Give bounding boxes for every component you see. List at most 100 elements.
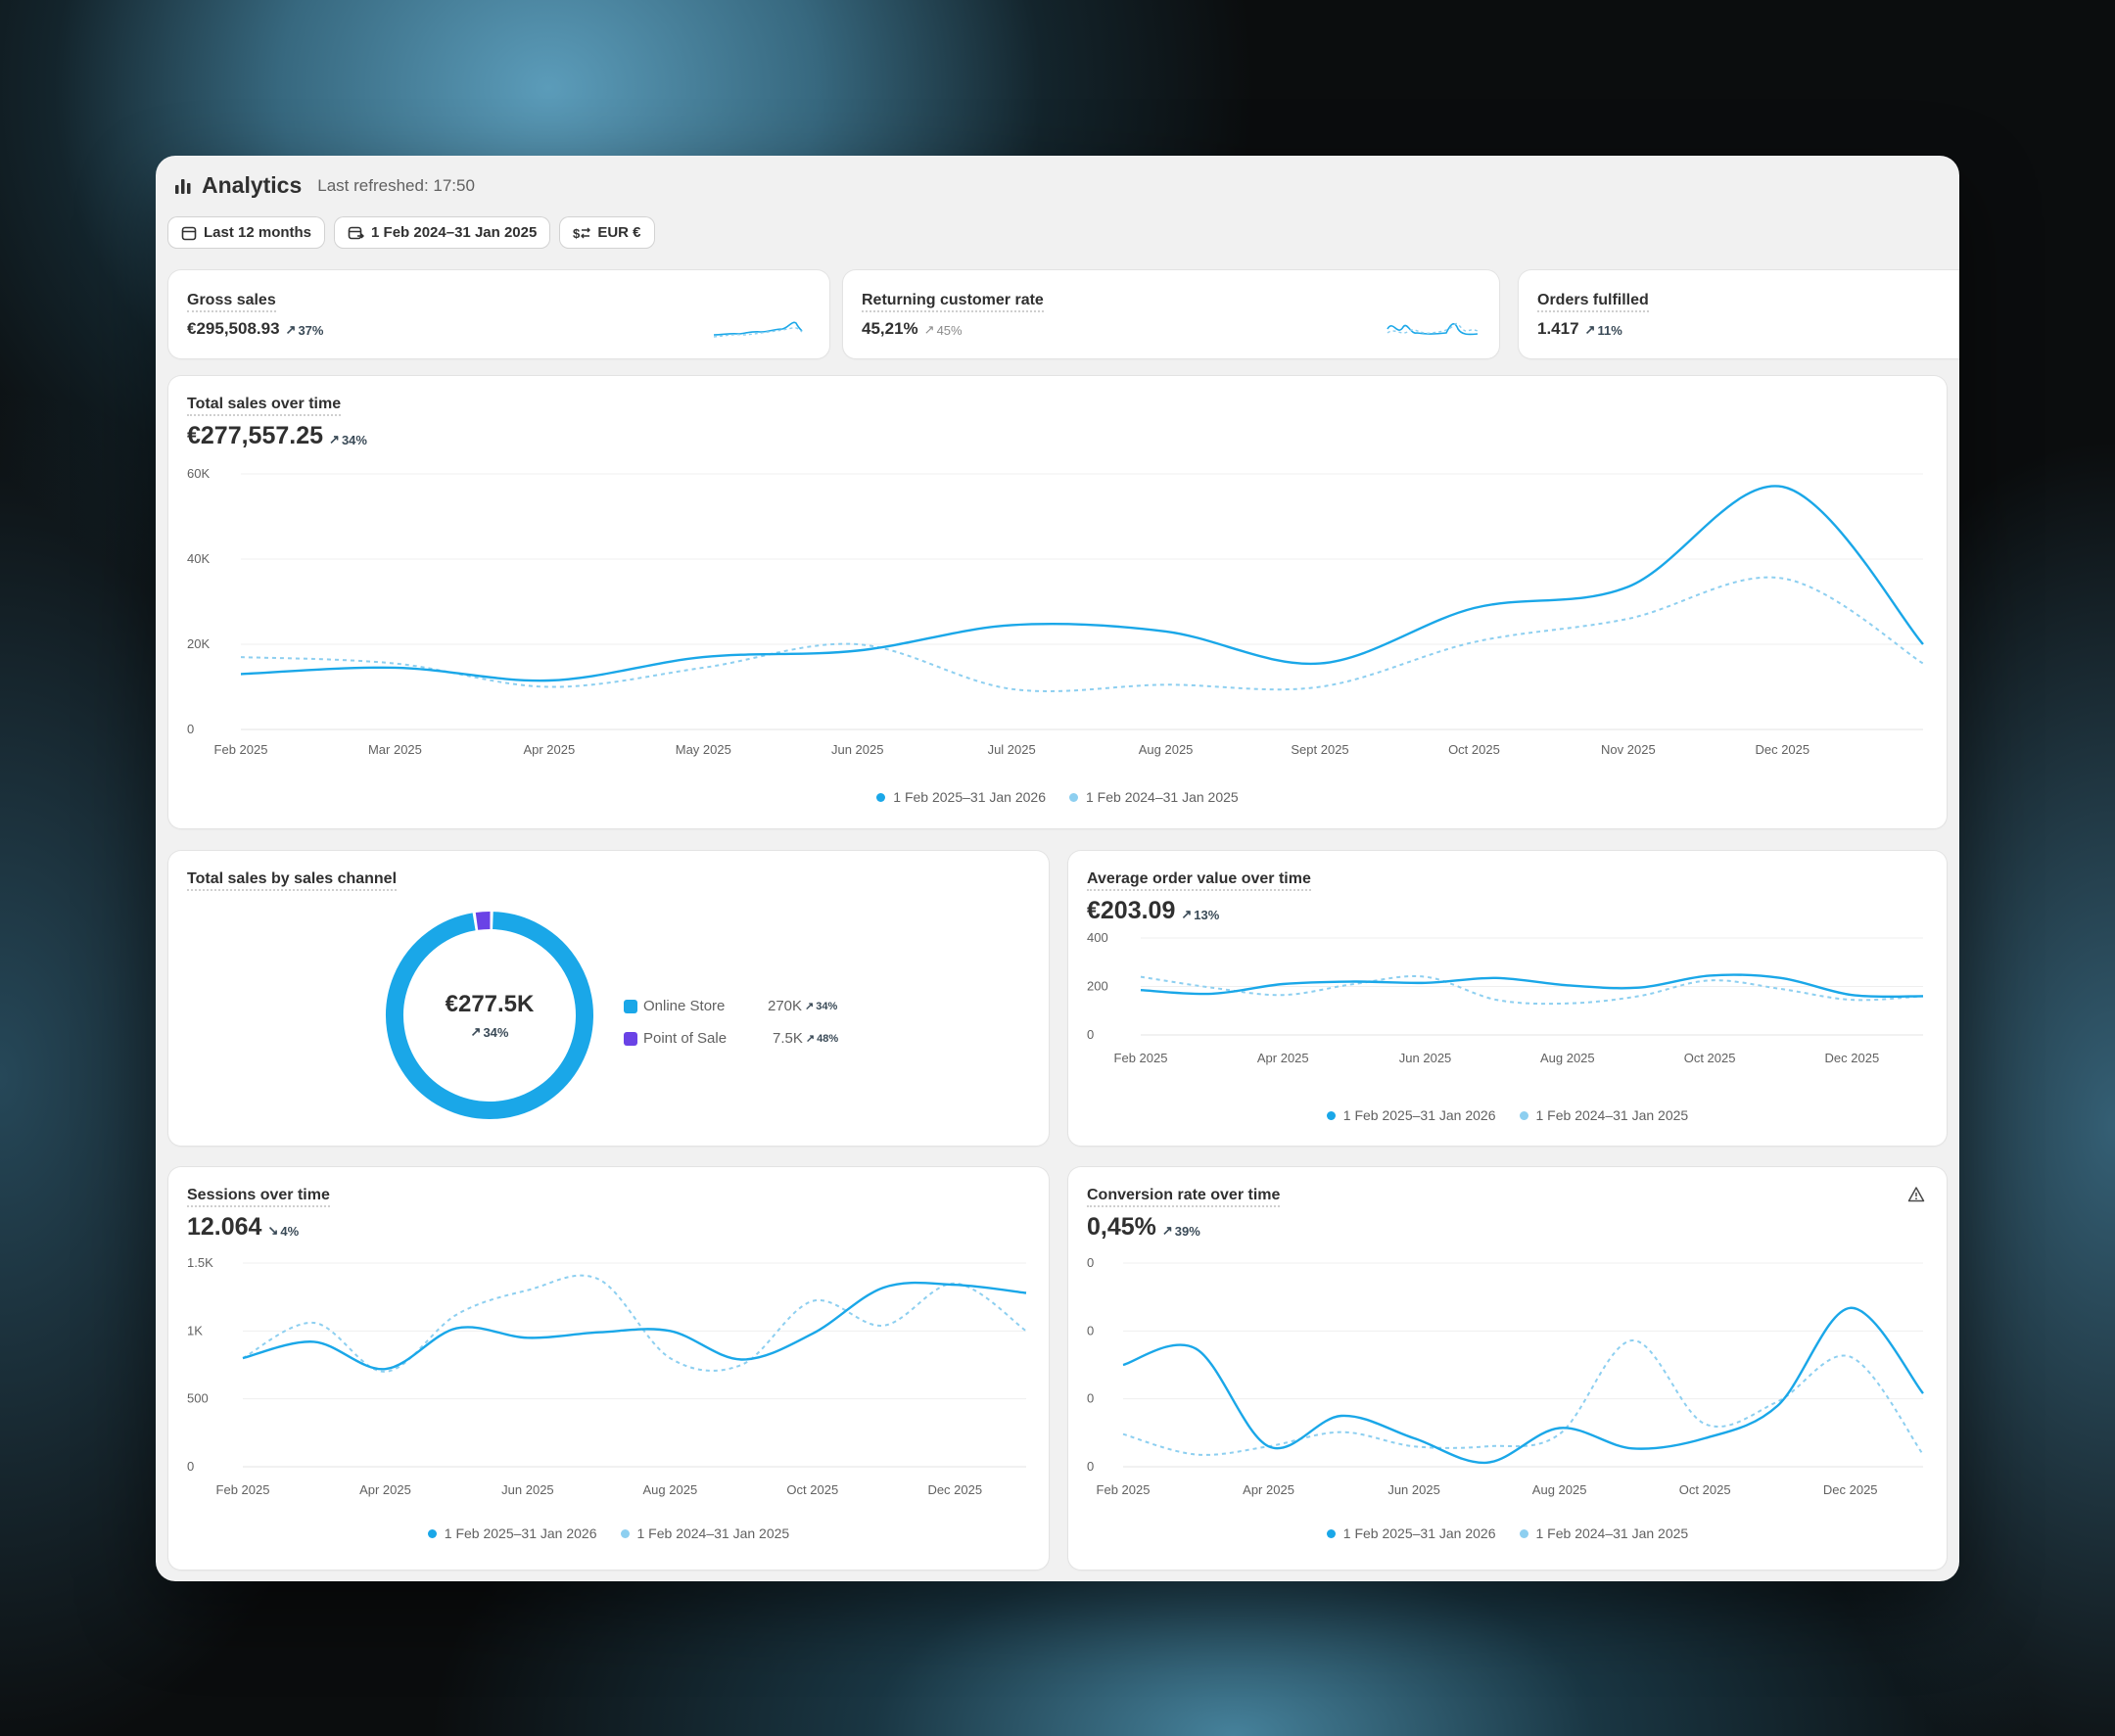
- kpi-card-returning-customer-rate[interactable]: Returning customer rate 45,21% ↗ 45%: [843, 270, 1499, 358]
- series-line-current: [242, 1281, 1027, 1371]
- analytics-window: Analytics Last refreshed: 17:50 Last 12 …: [156, 156, 1959, 1581]
- card-title: Average order value over time: [1087, 870, 1311, 891]
- arrow-up-right-icon: ↗: [1161, 1223, 1173, 1238]
- x-tick-label: Sept 2025: [1291, 742, 1348, 757]
- x-tick-label: Jun 2025: [1399, 1051, 1452, 1065]
- point-of-sale-swatch: [624, 1031, 637, 1046]
- x-tick-label: Nov 2025: [1601, 742, 1656, 757]
- legend-item-previous: 1 Feb 2024–31 Jan 2025: [620, 1525, 789, 1541]
- card-delta: ↗ 34%: [329, 432, 367, 447]
- currency-label: EUR €: [597, 224, 641, 241]
- series-line-previous: [1140, 975, 1924, 1006]
- legend-item-previous: 1 Feb 2024–31 Jan 2025: [1069, 789, 1239, 805]
- date-range-label: Last 12 months: [204, 224, 312, 241]
- card-title: Total sales by sales channel: [187, 870, 398, 891]
- compare-range-label: 1 Feb 2024–31 Jan 2025: [371, 224, 538, 241]
- series-line-current: [1122, 1306, 1924, 1465]
- x-tick-label: Feb 2025: [216, 1482, 270, 1497]
- y-tick-label: 0: [1087, 1391, 1094, 1406]
- x-tick-label: Apr 2025: [1243, 1482, 1294, 1497]
- conversion-card: Conversion rate over time 0,45% ↗ 39% 0 0 0…: [1068, 1167, 1947, 1570]
- sales-channel-card: Total sales by sales channel €277.5K ↗ 34…: [168, 851, 1049, 1146]
- currency-exchange-icon: $: [573, 226, 591, 241]
- channel-legend-online-store: Online Store 270K ↗ 34%: [624, 998, 837, 1014]
- kpi-delta: ↗ 11%: [1584, 322, 1622, 338]
- channel-donut-chart: [386, 912, 593, 1119]
- arrow-up-right-icon: ↗: [285, 322, 297, 337]
- y-tick-label: 0: [187, 722, 194, 736]
- x-tick-label: Jul 2025: [988, 742, 1036, 757]
- series-line-previous: [242, 1274, 1027, 1373]
- card-delta: ↗ 13%: [1181, 907, 1220, 922]
- chart-legend: 1 Feb 2025–31 Jan 2026 1 Feb 2024–31 Jan…: [1068, 1107, 1947, 1123]
- kpi-value: 45,21%: [862, 319, 918, 338]
- bar-chart-icon: [175, 178, 191, 194]
- x-tick-label: Aug 2025: [643, 1482, 698, 1497]
- card-value: €277,557.25: [187, 422, 324, 449]
- currency-button[interactable]: $ EUR €: [560, 217, 654, 248]
- online-store-swatch: [624, 999, 637, 1013]
- x-tick-label: Feb 2025: [214, 742, 268, 757]
- donut-center-value: €277.5K: [445, 991, 535, 1017]
- chart-legend: 1 Feb 2025–31 Jan 2026 1 Feb 2024–31 Jan…: [168, 1525, 1049, 1541]
- card-value: 12.064: [187, 1213, 262, 1241]
- y-tick-label: 1.5K: [187, 1255, 213, 1270]
- kpi-card-orders-fulfilled[interactable]: Orders fulfilled 1.417 ↗ 11%: [1519, 270, 1959, 358]
- calendar-icon: [181, 226, 197, 240]
- series-line-current: [240, 485, 1924, 682]
- legend-item-previous: 1 Feb 2024–31 Jan 2025: [1519, 1107, 1688, 1123]
- aov-chart: 0 200 400 Feb 2025 Apr 2025 Jun 2025 Aug 2025 O…: [1087, 930, 1924, 1065]
- x-tick-label: Jun 2025: [831, 742, 884, 757]
- card-value: €203.09: [1087, 897, 1176, 924]
- card-title: Sessions over time: [187, 1187, 330, 1207]
- legend-item-current: 1 Feb 2025–31 Jan 2026: [876, 789, 1046, 805]
- arrow-up-right-icon: ↗: [1181, 907, 1193, 921]
- warning-icon[interactable]: [1907, 1186, 1925, 1203]
- kpi-title: Gross sales: [187, 292, 276, 312]
- svg-text:$: $: [573, 226, 581, 241]
- x-tick-label: Dec 2025: [927, 1482, 982, 1497]
- total-sales-chart: 0 20K 40K 60K Feb 2025 Mar 2025 Apr 2025 May 20…: [187, 466, 1924, 757]
- kpi-title: Orders fulfilled: [1537, 292, 1649, 312]
- card-delta: ↗ 39%: [1161, 1223, 1200, 1239]
- donut-slice-online-store[interactable]: [386, 912, 593, 1119]
- calendar-compare-icon: [348, 226, 365, 239]
- compare-range-button[interactable]: 1 Feb 2024–31 Jan 2025: [335, 217, 550, 248]
- card-title: Total sales over time: [187, 396, 342, 416]
- x-tick-label: Feb 2025: [1114, 1051, 1168, 1065]
- date-range-button[interactable]: Last 12 months: [168, 217, 325, 248]
- series-line-previous: [1122, 1338, 1924, 1456]
- x-tick-label: Apr 2025: [1257, 1051, 1309, 1065]
- kpi-title: Returning customer rate: [862, 292, 1044, 312]
- donut-center-delta: ↗ 34%: [470, 1024, 509, 1040]
- donut-slice-point-of-sale[interactable]: [475, 912, 491, 930]
- arrow-up-right-icon: ↗: [1584, 322, 1596, 337]
- page-title: Analytics: [202, 172, 303, 198]
- y-tick-label: 400: [1087, 930, 1108, 945]
- x-tick-label: Apr 2025: [523, 742, 575, 757]
- x-tick-label: Aug 2025: [1139, 742, 1194, 757]
- x-tick-label: Aug 2025: [1540, 1051, 1595, 1065]
- x-tick-label: Jun 2025: [501, 1482, 554, 1497]
- card-delta: ↘ 4%: [267, 1223, 300, 1239]
- x-tick-label: Mar 2025: [368, 742, 422, 757]
- arrow-down-right-icon: ↘: [267, 1223, 279, 1238]
- kpi-card-gross-sales[interactable]: Gross sales €295,508.93 ↗ 37%: [168, 270, 829, 358]
- arrow-up-right-icon: ↗: [329, 432, 340, 446]
- filter-toolbar: Last 12 months 1 Feb 2024–31 Jan 2025 $ …: [168, 217, 654, 248]
- total-sales-card: Total sales over time €277,557.25 ↗ 34% 0…: [168, 376, 1947, 828]
- channel-legend-point-of-sale: Point of Sale 7.5K ↗ 48%: [624, 1030, 838, 1047]
- sessions-card: Sessions over time 12.064 ↘ 4% 0 500 1K 1.5K…: [168, 1167, 1049, 1570]
- card-value: 0,45%: [1087, 1213, 1156, 1241]
- y-tick-label: 20K: [187, 636, 210, 651]
- x-tick-label: Dec 2025: [1825, 1051, 1880, 1065]
- kpi-delta: ↗ 37%: [285, 322, 324, 338]
- legend-item-current: 1 Feb 2025–31 Jan 2026: [1326, 1525, 1496, 1541]
- legend-item-current: 1 Feb 2025–31 Jan 2026: [427, 1525, 597, 1541]
- x-tick-label: Oct 2025: [1448, 742, 1500, 757]
- y-tick-label: 60K: [187, 466, 210, 481]
- kpi-value: 1.417: [1537, 319, 1579, 338]
- series-line-current: [1140, 973, 1924, 999]
- y-tick-label: 0: [1087, 1027, 1094, 1042]
